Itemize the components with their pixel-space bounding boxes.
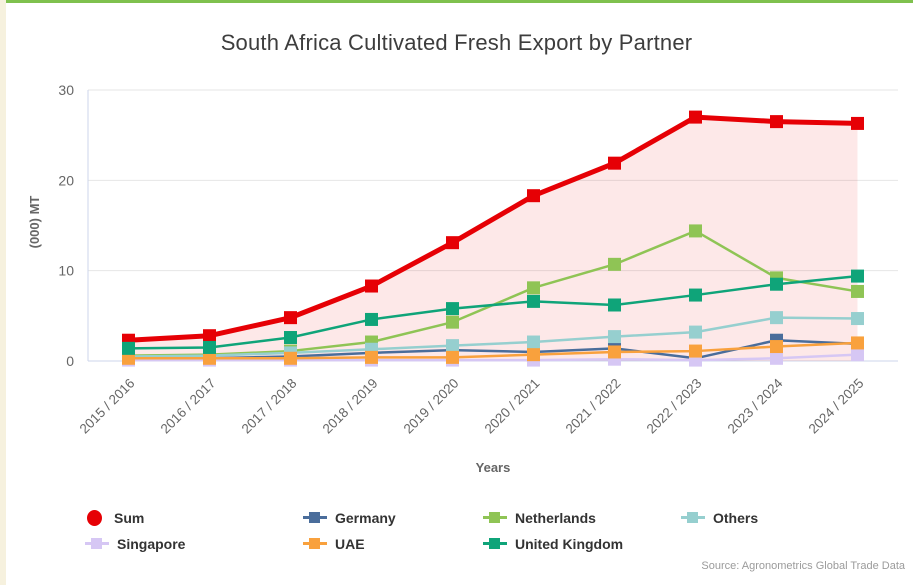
legend-label: Netherlands — [515, 509, 596, 526]
point-united-kingdom-2021-2022[interactable] — [608, 298, 621, 312]
point-others-2024-2025[interactable] — [851, 312, 864, 326]
point-united-kingdom-2017-2018[interactable] — [284, 331, 297, 345]
series-uae — [122, 336, 864, 365]
series-uae-line — [128, 341, 858, 360]
legend-marker-others-icon — [681, 511, 705, 524]
point-sum-2021-2022[interactable] — [608, 156, 621, 170]
point-united-kingdom-2022-2023[interactable] — [689, 288, 702, 302]
point-sum-2019-2020[interactable] — [446, 236, 459, 250]
point-sum-2017-2018[interactable] — [284, 311, 297, 325]
series-sum-line — [128, 114, 858, 343]
point-singapore-2023-2024[interactable] — [770, 351, 783, 365]
x-tick-label-2017-2018: 2017 / 2018 — [239, 376, 300, 437]
window-top-border — [0, 0, 913, 3]
legend-item-germany[interactable]: Germany — [303, 508, 483, 527]
point-united-kingdom-2023-2024[interactable] — [770, 277, 783, 291]
point-sum-2020-2021[interactable] — [527, 189, 540, 203]
series-others-line — [128, 316, 858, 358]
point-uae-2020-2021[interactable] — [527, 348, 540, 362]
y-tick-label-20: 20 — [58, 172, 74, 188]
y-tick-label-30: 30 — [58, 82, 74, 98]
point-uae-2019-2020[interactable] — [446, 350, 459, 364]
x-tick-label-2018-2019: 2018 / 2019 — [320, 376, 381, 437]
point-others-2020-2021[interactable] — [527, 335, 540, 349]
x-tick-label-2020-2021: 2020 / 2021 — [482, 376, 543, 437]
legend-marker-uae-icon — [303, 537, 327, 550]
legend-item-united-kingdom[interactable]: United Kingdom — [483, 534, 681, 553]
series-singapore-line — [128, 353, 858, 362]
x-axis-title: Years — [475, 460, 511, 475]
point-sum-2024-2025[interactable] — [851, 116, 864, 130]
point-others-2023-2024[interactable] — [770, 311, 783, 325]
point-united-kingdom-2024-2025[interactable] — [851, 269, 864, 283]
x-tick-label-2022-2023: 2022 / 2023 — [644, 376, 705, 437]
x-tick-label-2016-2017: 2016 / 2017 — [158, 376, 219, 437]
point-singapore-2024-2025[interactable] — [851, 348, 864, 362]
point-sum-2018-2019[interactable] — [365, 279, 378, 293]
series-sum — [122, 110, 864, 361]
legend-marker-united-kingdom-icon — [483, 537, 507, 550]
point-netherlands-2022-2023[interactable] — [689, 224, 702, 238]
legend-item-sum[interactable]: Sum — [85, 508, 303, 527]
point-uae-2018-2019[interactable] — [365, 350, 378, 364]
x-tick-label-2021-2022: 2021 / 2022 — [563, 376, 624, 437]
point-netherlands-2024-2025[interactable] — [851, 284, 864, 298]
series-united-kingdom — [122, 269, 864, 355]
window-left-border — [0, 0, 6, 585]
legend-marker-netherlands-icon — [483, 511, 507, 524]
legend-label: Others — [713, 509, 759, 526]
point-united-kingdom-2015-2016[interactable] — [122, 341, 135, 355]
point-sum-2022-2023[interactable] — [689, 110, 702, 124]
point-uae-2021-2022[interactable] — [608, 345, 621, 359]
x-tick-label-2024-2025: 2024 / 2025 — [806, 376, 867, 437]
series-sum-area — [128, 117, 858, 361]
x-tick-label-2019-2020: 2019 / 2020 — [401, 376, 462, 437]
legend-marker-germany-icon — [303, 511, 327, 524]
legend-label: Singapore — [117, 535, 186, 552]
point-others-2019-2020[interactable] — [446, 339, 459, 353]
point-united-kingdom-2018-2019[interactable] — [365, 312, 378, 326]
point-uae-2022-2023[interactable] — [689, 344, 702, 358]
point-netherlands-2019-2020[interactable] — [446, 315, 459, 329]
point-uae-2016-2017[interactable] — [203, 351, 216, 365]
legend-item-netherlands[interactable]: Netherlands — [483, 508, 681, 527]
legend-item-singapore[interactable]: Singapore — [85, 534, 303, 553]
point-sum-2023-2024[interactable] — [770, 115, 783, 129]
legend-label: Sum — [114, 509, 145, 526]
chart-plot-area: 0 10 20 30 2015 / 2016 2016 / 2017 2017 / 2018… — [58, 82, 898, 437]
point-netherlands-2020-2021[interactable] — [527, 281, 540, 295]
legend-marker-sum-icon — [87, 509, 102, 526]
point-others-2021-2022[interactable] — [608, 330, 621, 344]
point-others-2022-2023[interactable] — [689, 325, 702, 339]
legend-marker-singapore-icon — [85, 537, 109, 550]
point-sum-2016-2017[interactable] — [203, 329, 216, 343]
legend-label: UAE — [335, 535, 365, 552]
legend-label: United Kingdom — [515, 535, 624, 552]
point-uae-2015-2016[interactable] — [122, 351, 135, 365]
point-uae-2024-2025[interactable] — [851, 336, 864, 350]
point-uae-2023-2024[interactable] — [770, 340, 783, 354]
y-tick-label-10: 10 — [58, 263, 74, 279]
legend-item-others[interactable]: Others — [681, 508, 885, 527]
x-tick-label-2023-2024: 2023 / 2024 — [725, 375, 786, 436]
chart-title: South Africa Cultivated Fresh Export by … — [220, 30, 693, 55]
chart-legend: Sum Germany Netherlands Others Singapore UAE U… — [85, 508, 885, 553]
point-united-kingdom-2016-2017[interactable] — [203, 340, 216, 354]
point-united-kingdom-2019-2020[interactable] — [446, 302, 459, 316]
point-uae-2017-2018[interactable] — [284, 351, 297, 365]
series-united-kingdom-line — [128, 274, 858, 350]
legend-label: Germany — [335, 509, 396, 526]
y-tick-label-0: 0 — [66, 353, 74, 369]
point-netherlands-2021-2022[interactable] — [608, 257, 621, 271]
point-united-kingdom-2020-2021[interactable] — [527, 294, 540, 308]
source-attribution: Source: Agronometrics Global Trade Data — [701, 560, 905, 572]
legend-item-uae[interactable]: UAE — [303, 534, 483, 553]
x-tick-label-2015-2016: 2015 / 2016 — [77, 376, 138, 437]
